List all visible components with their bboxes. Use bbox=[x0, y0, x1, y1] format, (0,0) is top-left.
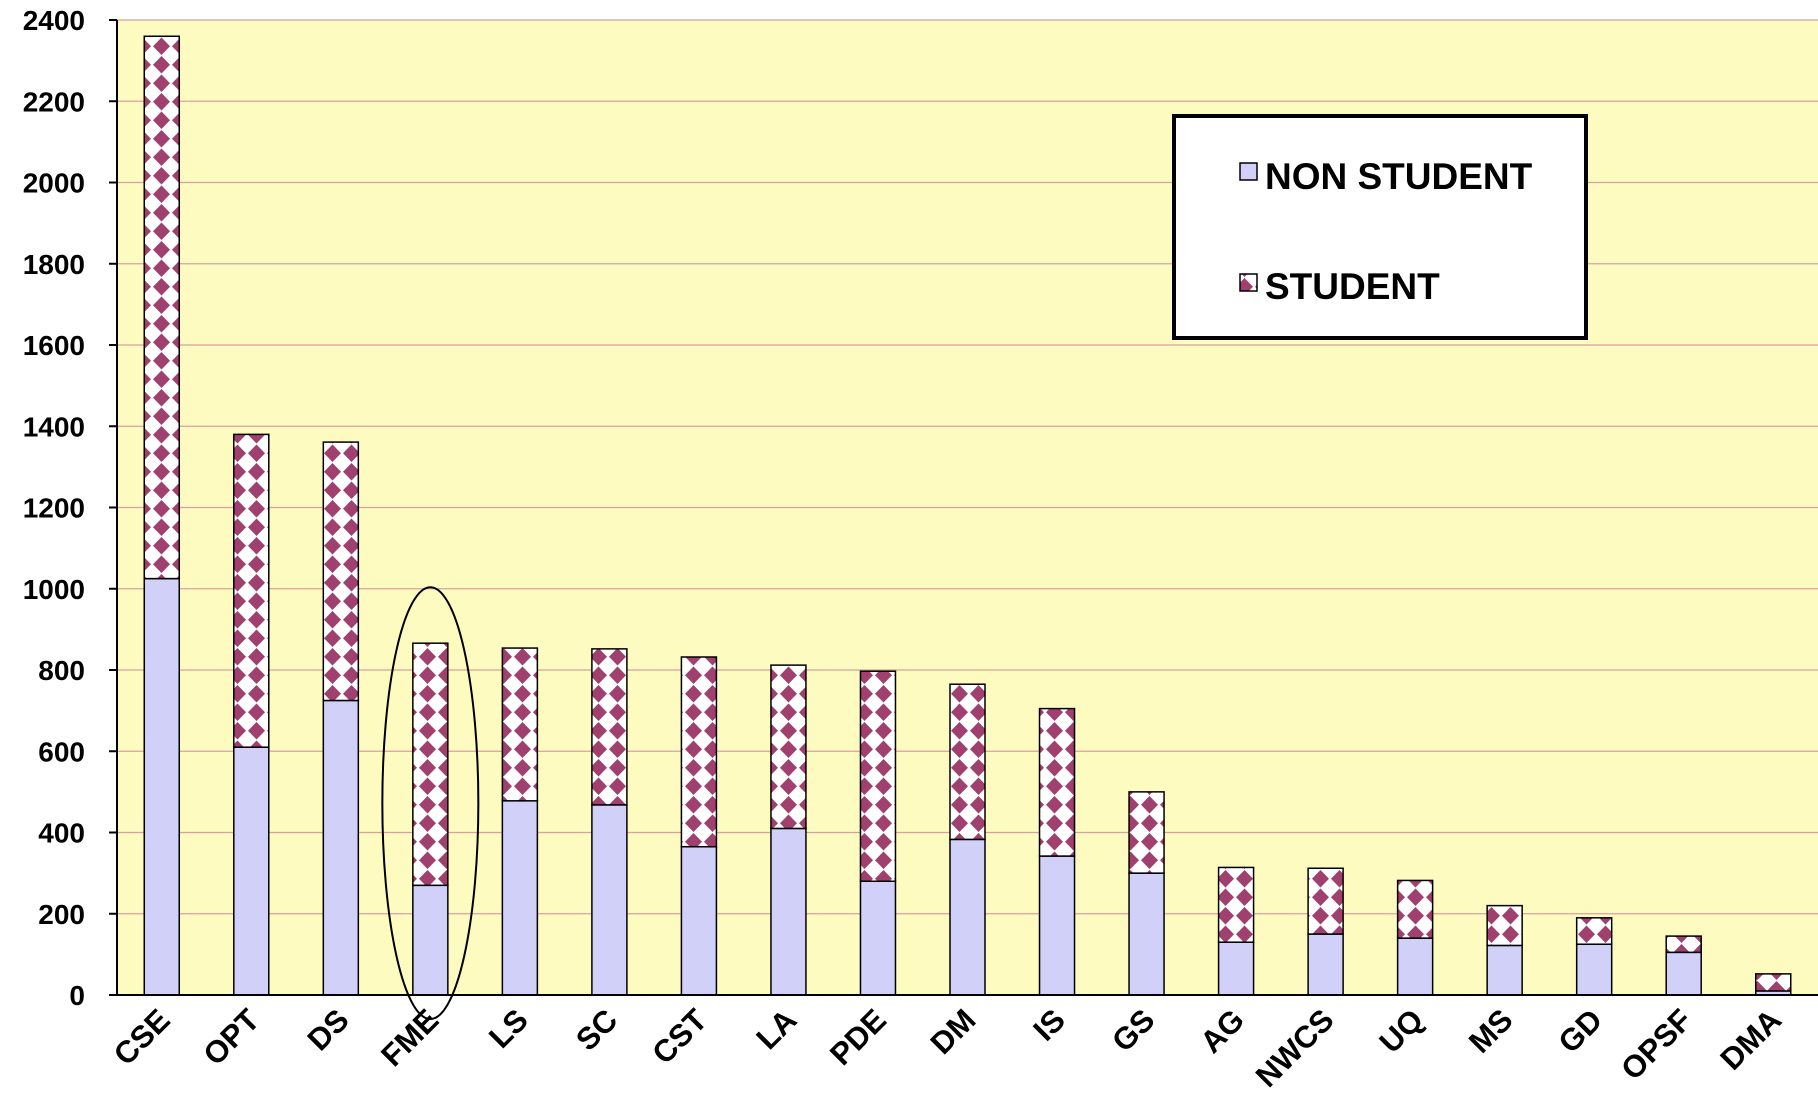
bar-student-opt bbox=[233, 433, 270, 748]
x-label-cst: CST bbox=[645, 1002, 714, 1071]
bar-non-student-ds bbox=[322, 699, 360, 996]
bar-non-student-cse bbox=[143, 577, 181, 996]
y-tick-label: 2000 bbox=[23, 168, 85, 199]
y-tick-label: 1000 bbox=[23, 574, 85, 605]
x-label-is: IS bbox=[1027, 1002, 1072, 1047]
legend: NON STUDENT STUDENT bbox=[1172, 114, 1588, 340]
x-label-dm: DM bbox=[924, 1002, 983, 1061]
x-label-dma: DMA bbox=[1714, 1002, 1789, 1077]
legend-label-non-student: NON STUDENT bbox=[1265, 156, 1533, 197]
bar-student-pde bbox=[859, 670, 897, 882]
bar-student-cse bbox=[143, 35, 181, 580]
y-tick-label: 800 bbox=[38, 655, 85, 686]
legend-label-student: STUDENT bbox=[1265, 266, 1440, 307]
bar-student-gs bbox=[1128, 791, 1165, 874]
x-label-opsf: OPSF bbox=[1614, 1002, 1698, 1086]
bars bbox=[143, 35, 1792, 996]
bar-non-student-ms bbox=[1486, 944, 1523, 996]
y-tick-label: 1200 bbox=[23, 493, 85, 524]
bar-student-dm bbox=[949, 683, 986, 841]
y-tick-label: 600 bbox=[38, 736, 85, 767]
legend-swatch-student bbox=[1239, 273, 1258, 292]
bar-non-student-gs bbox=[1128, 872, 1165, 996]
bar-non-student-sc bbox=[591, 804, 628, 996]
bar-student-cst bbox=[680, 656, 718, 848]
bar-non-student-dm bbox=[949, 838, 986, 996]
bar-student-opsf bbox=[1665, 935, 1702, 954]
bar-student-gd bbox=[1575, 917, 1613, 945]
x-label-fme: FME bbox=[374, 1002, 445, 1073]
bar-non-student-opsf bbox=[1665, 951, 1702, 996]
bar-non-student-is bbox=[1038, 855, 1076, 996]
x-label-ms: MS bbox=[1462, 1002, 1520, 1060]
x-label-sc: SC bbox=[569, 1002, 624, 1057]
x-label-gd: GD bbox=[1552, 1002, 1610, 1060]
bar-student-ls bbox=[501, 647, 539, 802]
legend-swatch-non-student bbox=[1239, 162, 1258, 181]
bar-student-ds bbox=[322, 441, 360, 702]
x-label-ag: AG bbox=[1193, 1002, 1251, 1060]
y-tick-label: 400 bbox=[38, 818, 85, 849]
bar-non-student-ls bbox=[501, 800, 539, 996]
bar-non-student-la bbox=[770, 827, 807, 996]
x-label-cse: CSE bbox=[107, 1002, 177, 1072]
bar-non-student-uq bbox=[1396, 937, 1434, 996]
bar-student-is bbox=[1038, 707, 1076, 857]
y-tick-label: 2200 bbox=[23, 86, 85, 117]
y-tick-label: 1800 bbox=[23, 249, 85, 280]
bar-student-uq bbox=[1396, 879, 1434, 939]
y-tick-label: 0 bbox=[69, 980, 85, 1011]
x-label-opt: OPT bbox=[196, 1002, 266, 1072]
bar-non-student-ag bbox=[1217, 941, 1255, 996]
bar-student-nwcs bbox=[1307, 867, 1344, 935]
bar-non-student-pde bbox=[859, 880, 897, 996]
highlight-ellipse bbox=[381, 586, 480, 1020]
bar-student-fme bbox=[412, 642, 449, 887]
bar-student-sc bbox=[591, 648, 628, 806]
bar-non-student-cst bbox=[680, 845, 718, 996]
bar-student-ag bbox=[1217, 866, 1255, 943]
legend-box bbox=[1172, 114, 1588, 340]
bar-non-student-fme bbox=[412, 884, 449, 996]
x-label-ls: LS bbox=[482, 1002, 535, 1055]
bar-non-student-nwcs bbox=[1307, 933, 1344, 996]
x-label-pde: PDE bbox=[823, 1002, 893, 1072]
y-tick-label: 1600 bbox=[23, 330, 85, 361]
bar-non-student-opt bbox=[233, 746, 270, 996]
x-label-gs: GS bbox=[1105, 1002, 1161, 1058]
y-tick-label: 200 bbox=[38, 899, 85, 930]
x-label-nwcs: NWCS bbox=[1249, 1002, 1341, 1094]
bar-student-dma bbox=[1754, 973, 1792, 992]
bar-student-ms bbox=[1486, 904, 1523, 947]
x-label-uq: UQ bbox=[1372, 1002, 1430, 1060]
x-label-la: LA bbox=[749, 1002, 803, 1056]
y-tick-label: 2400 bbox=[23, 5, 85, 36]
bar-student-la bbox=[770, 664, 807, 830]
y-tick-label: 1400 bbox=[23, 411, 85, 442]
x-label-ds: DS bbox=[301, 1002, 356, 1057]
y-axis-ticks: 0 200 400 600 800 1000 1200 1400 1600 1800 2000 220… bbox=[23, 5, 117, 1011]
bar-non-student-gd bbox=[1575, 943, 1613, 996]
